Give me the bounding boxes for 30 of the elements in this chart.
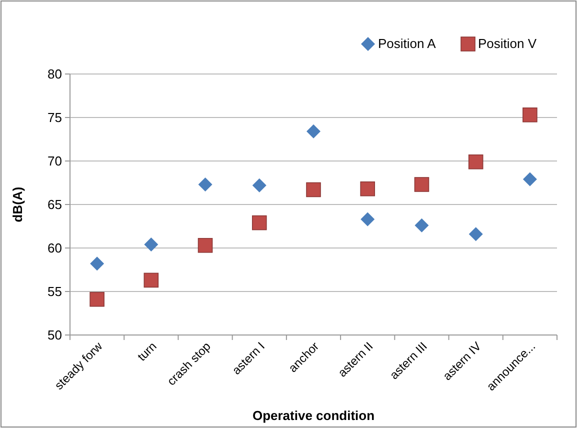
y-tick-label: 50 [48, 328, 62, 343]
point [468, 154, 484, 170]
x-tick-label: turn [134, 339, 160, 364]
y-tick-label: 60 [48, 240, 62, 256]
point [252, 215, 267, 230]
point [252, 178, 266, 192]
point [414, 177, 430, 192]
y-tick-label: 80 [48, 66, 62, 82]
point [360, 212, 375, 226]
point [522, 172, 537, 186]
point [144, 272, 159, 288]
y-tick-label: 75 [48, 110, 62, 126]
point [90, 256, 104, 271]
legend-label: Position A [378, 36, 436, 51]
y-tick-label: 55 [48, 284, 62, 300]
point [414, 218, 429, 232]
point [468, 227, 483, 242]
x-axis-title: Operative condition [252, 408, 375, 423]
point [522, 107, 538, 122]
point [306, 182, 321, 198]
point [306, 124, 320, 138]
legend-label: Position V [478, 36, 537, 51]
point [360, 181, 376, 196]
y-tick-label: 70 [48, 154, 62, 169]
point [198, 238, 213, 253]
y-tick-label: 65 [48, 197, 62, 212]
y-axis-title: dB(A) [10, 186, 25, 222]
point [198, 177, 212, 192]
point [90, 292, 104, 307]
point [144, 238, 158, 252]
